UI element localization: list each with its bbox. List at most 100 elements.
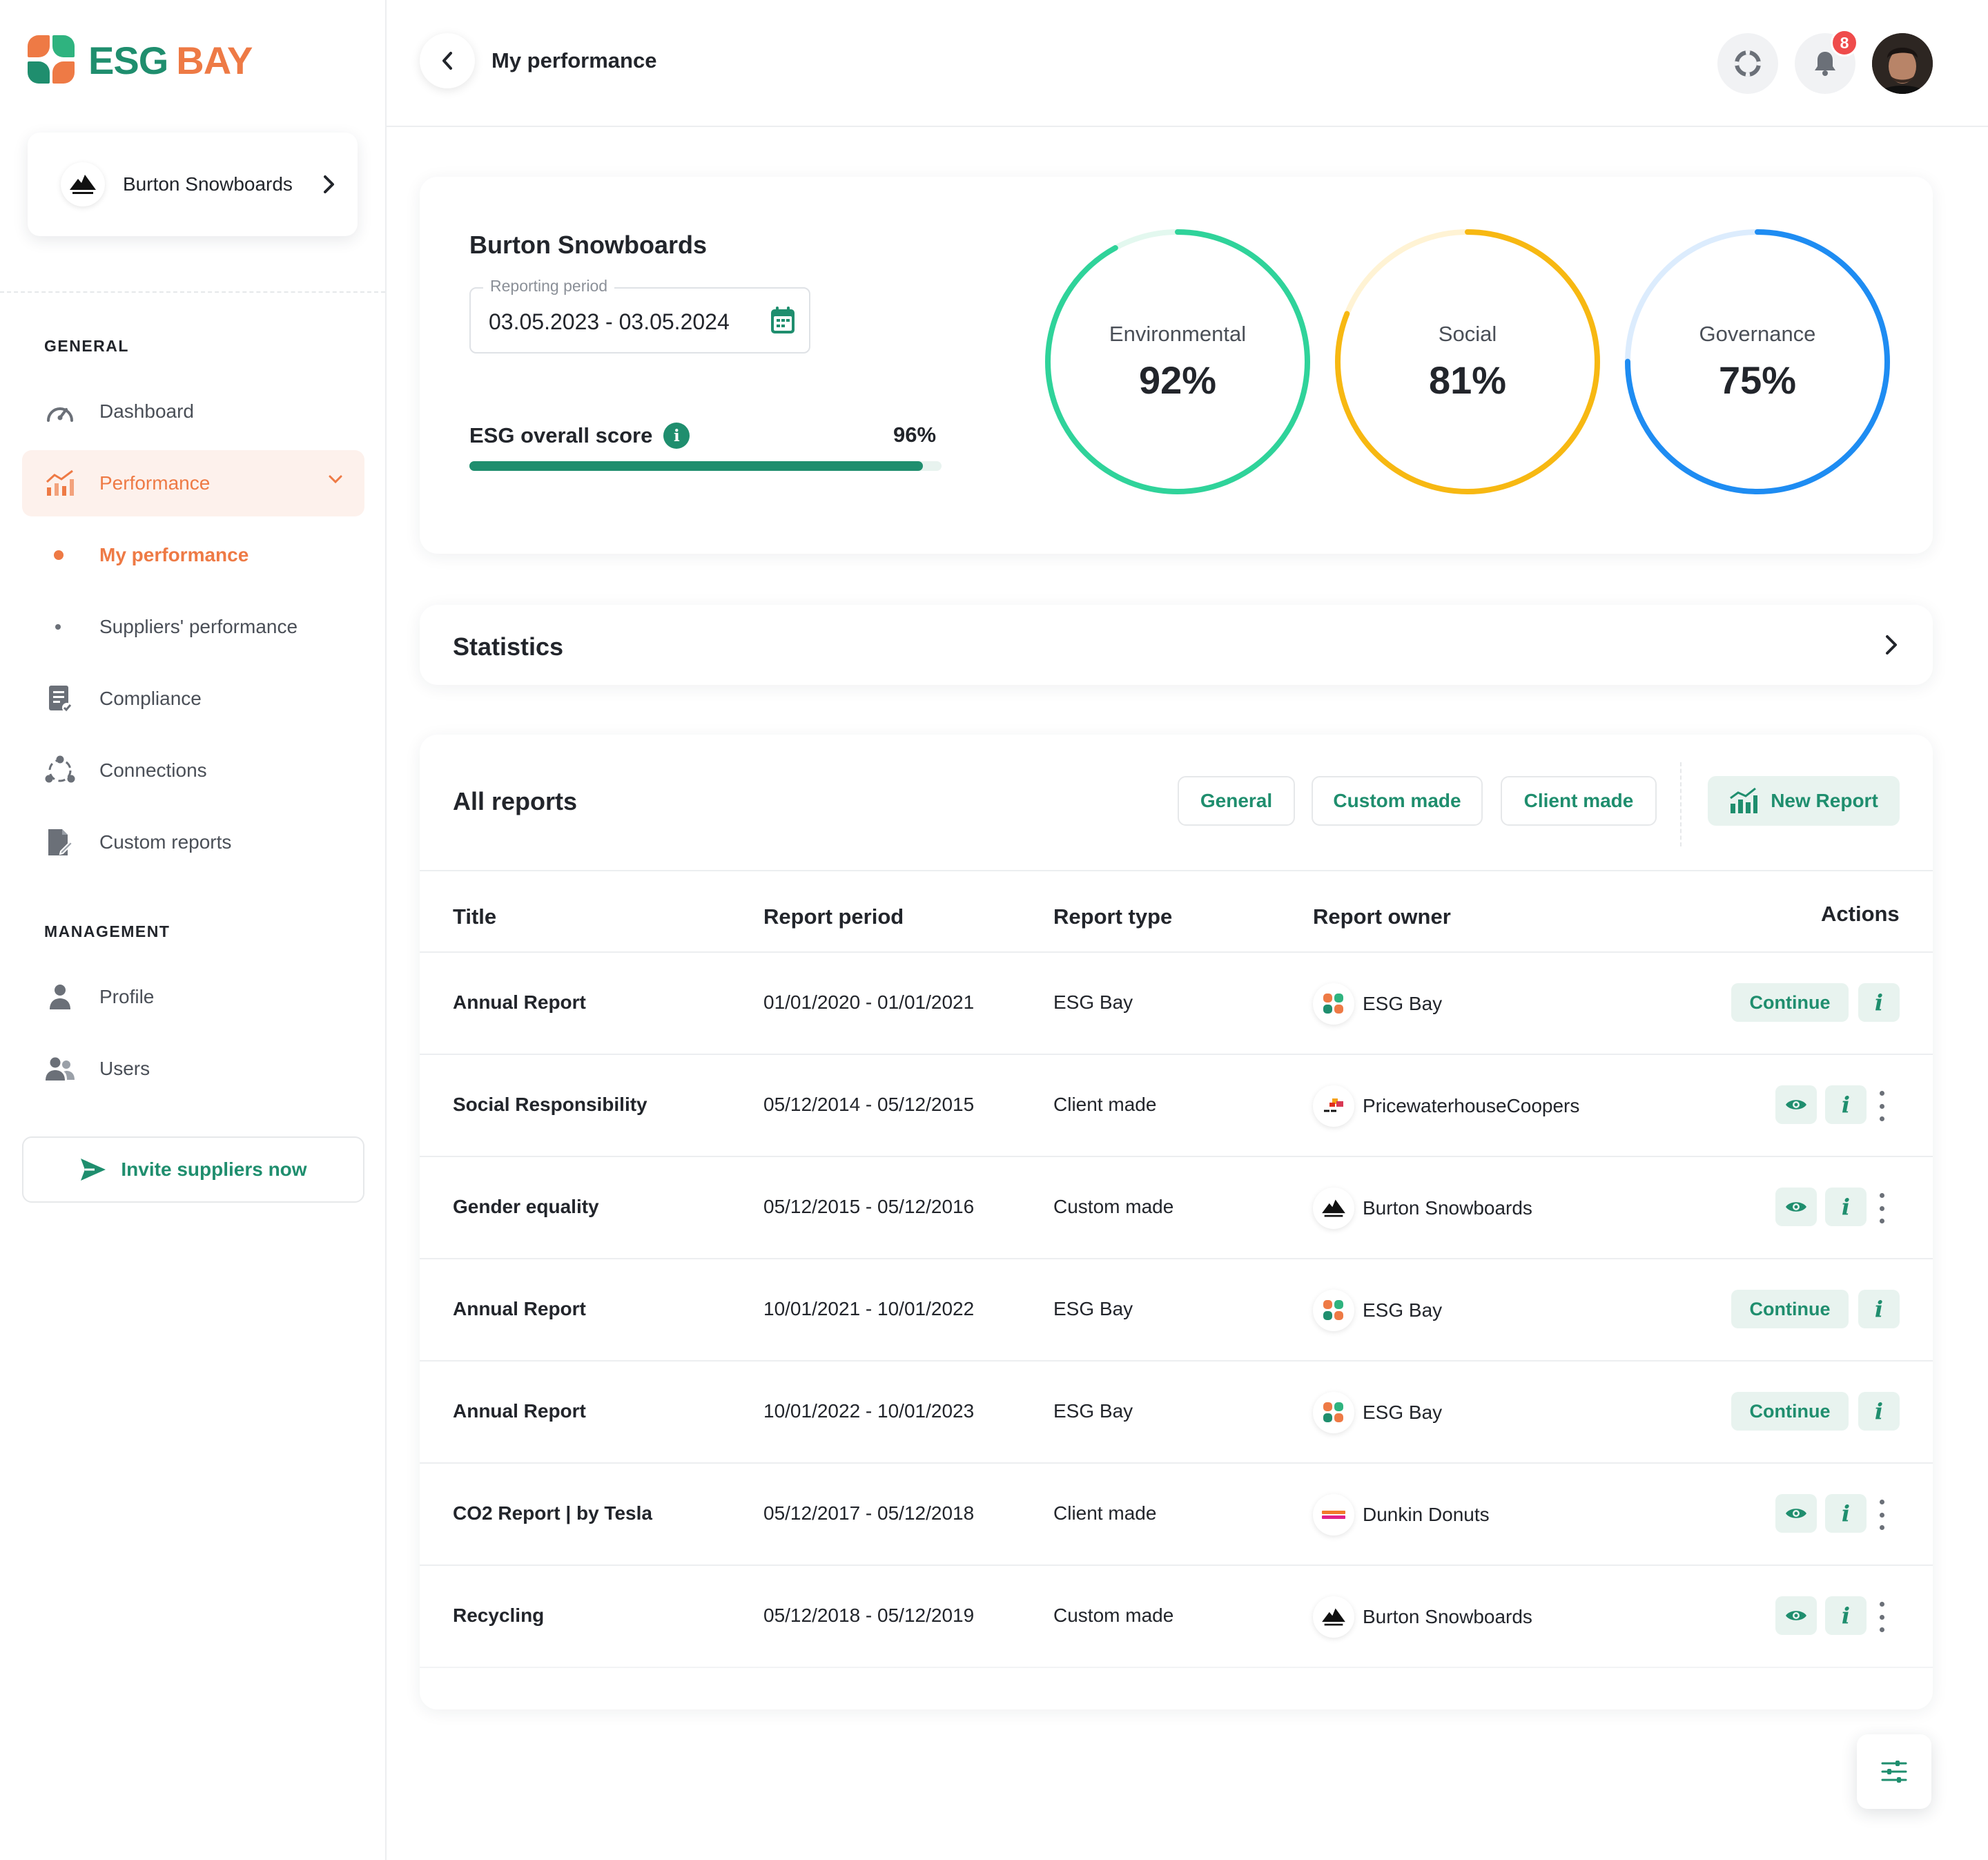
info-button[interactable]: i [1858,1392,1900,1431]
sidebar-item-suppliers-performance[interactable]: Suppliers' performance [22,599,364,655]
view-button[interactable] [1775,1494,1817,1533]
report-title: Social Responsibility [453,1094,647,1115]
table-row[interactable]: CO2 Report | by Tesla 05/12/2017 - 05/12… [420,1464,1933,1566]
more-options-icon[interactable] [1875,1500,1889,1530]
column-header-period[interactable]: Report period [763,904,904,929]
sidebar-item-custom-reports[interactable]: Custom reports [22,809,364,875]
notification-count-badge: 8 [1831,29,1858,57]
chevron-left-icon [442,52,452,70]
info-icon[interactable]: i [663,423,690,449]
esg-bay-owner-logo [1313,1290,1354,1331]
owner-name: ESG Bay [1363,993,1443,1014]
filter-general-button[interactable]: General [1178,776,1295,826]
compliance-document-icon [44,683,76,715]
report-title: Annual Report [453,991,586,1013]
top-header: My performance 8 [387,0,1988,127]
info-icon: i [1874,1398,1884,1424]
owner-name: PricewaterhouseCoopers [1363,1095,1580,1116]
column-header-type[interactable]: Report type [1053,904,1173,929]
sidebar-item-label: Connections [99,759,207,781]
info-button[interactable]: i [1825,1494,1867,1533]
report-title: Annual Report [453,1298,586,1319]
view-button[interactable] [1775,1085,1817,1124]
sidebar-item-users[interactable]: Users [22,1036,364,1102]
sidebar-item-my-performance[interactable]: My performance [22,527,364,583]
info-button[interactable]: i [1858,983,1900,1022]
sidebar-item-connections[interactable]: Connections [22,737,364,804]
calendar-icon[interactable] [769,305,797,336]
chevron-right-icon[interactable] [1883,632,1900,657]
new-report-button[interactable]: New Report [1708,776,1900,826]
invite-suppliers-label: Invite suppliers now [121,1159,307,1180]
sidebar: ESG BAY Burton Snowboards GENERAL Dashboa… [0,0,387,1860]
burton-logo [61,162,105,206]
reports-title: All reports [453,787,578,815]
notifications-button[interactable]: 8 [1795,29,1858,94]
eye-icon [1786,1509,1806,1518]
company-name: Burton Snowboards [123,173,293,195]
info-button[interactable]: i [1825,1596,1867,1635]
more-options-icon[interactable] [1875,1091,1889,1121]
statistics-title: Statistics [453,632,564,661]
esg-bay-owner-logo [1313,1392,1354,1433]
sidebar-item-label: Dashboard [99,400,194,422]
invite-suppliers-button[interactable]: Invite suppliers now [22,1136,364,1203]
sidebar-item-compliance[interactable]: Compliance [22,666,364,732]
all-reports-panel: All reports General Custom made Client m… [420,735,1933,1709]
column-header-owner[interactable]: Report owner [1313,904,1451,929]
filter-client-made-button[interactable]: Client made [1501,776,1657,826]
esg-bay-logo-mark [28,35,76,85]
table-row[interactable]: Social Responsibility 05/12/2014 - 05/12… [420,1055,1933,1157]
eye-icon [1786,1202,1806,1212]
support-button[interactable] [1717,33,1778,94]
statistics-panel[interactable]: Statistics [420,605,1933,685]
continue-button[interactable]: Continue [1731,1290,1849,1328]
info-icon: i [1874,1296,1884,1322]
sidebar-item-label: Profile [99,986,155,1007]
column-header-title[interactable]: Title [453,904,497,929]
table-row[interactable]: Annual Report 10/01/2021 - 10/01/2022 ES… [420,1259,1933,1362]
logo-wordmark: ESG BAY [88,38,253,83]
environmental-label: Environmental [1109,322,1247,346]
settings-sliders-button[interactable] [1857,1734,1931,1809]
header-separator [420,951,1933,953]
table-row[interactable]: Annual Report 01/01/2020 - 01/01/2021 ES… [420,953,1933,1055]
report-owner: Dunkin Donuts [1313,1494,1490,1536]
filter-custom-made-button[interactable]: Custom made [1312,776,1483,826]
sidebar-item-label: Performance [99,472,211,494]
company-switcher[interactable]: Burton Snowboards [28,133,358,236]
sidebar-item-performance[interactable]: Performance [22,450,364,516]
info-button[interactable]: i [1825,1085,1867,1124]
info-icon: i [1874,989,1884,1016]
more-options-icon[interactable] [1875,1602,1889,1632]
reporting-period-field[interactable]: Reporting period 03.05.2023 - 03.05.2024 [469,277,810,353]
table-row[interactable]: Recycling 05/12/2018 - 05/12/2019 Custom… [420,1566,1933,1668]
more-options-icon[interactable] [1875,1193,1889,1223]
owner-name: ESG Bay [1363,1299,1443,1321]
user-avatar[interactable] [1872,33,1933,94]
table-row[interactable]: Gender equality 05/12/2015 - 05/12/2016 … [420,1157,1933,1259]
esg-bay-logo[interactable]: ESG BAY [28,35,253,86]
report-type: Custom made [1053,1605,1174,1626]
info-button[interactable]: i [1858,1290,1900,1328]
continue-button[interactable]: Continue [1731,1392,1849,1431]
back-button[interactable] [420,33,475,88]
bell-icon [1815,52,1835,76]
score-company-name: Burton Snowboards [469,231,707,259]
continue-button[interactable]: Continue [1731,983,1849,1022]
info-button[interactable]: i [1825,1188,1867,1226]
sidebar-item-profile[interactable]: Profile [22,964,364,1030]
sidebar-item-dashboard[interactable]: Dashboard [22,378,364,445]
info-icon: i [1841,1194,1851,1220]
view-button[interactable] [1775,1596,1817,1635]
table-row[interactable]: Annual Report 10/01/2022 - 10/01/2023 ES… [420,1362,1933,1464]
report-period: 10/01/2021 - 10/01/2022 [763,1298,975,1319]
owner-name: Dunkin Donuts [1363,1504,1490,1525]
sidebar-item-label: My performance [99,544,249,565]
gauge-icon [44,396,76,427]
report-title: CO2 Report | by Tesla [453,1502,652,1524]
bullet-dot [55,624,61,630]
report-period: 05/12/2014 - 05/12/2015 [763,1094,975,1115]
view-button[interactable] [1775,1188,1817,1226]
overall-score-progress-fill [469,461,923,471]
